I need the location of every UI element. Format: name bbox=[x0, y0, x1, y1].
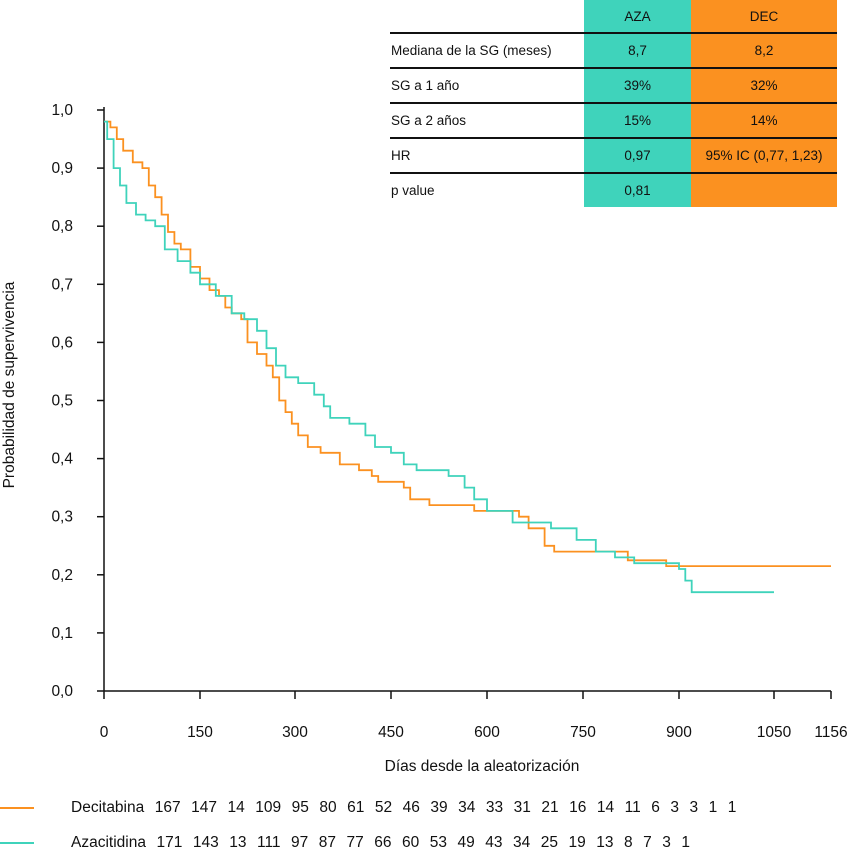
dec-cell: 14% bbox=[691, 103, 837, 139]
at-risk-count: 1 bbox=[681, 834, 691, 851]
table-row: SG a 1 año 39% 32% bbox=[390, 68, 837, 104]
y-axis-label: Probabilidad de supervivencia bbox=[1, 281, 18, 488]
at-risk-count: 95 bbox=[291, 799, 309, 816]
x-tick-label: 750 bbox=[570, 724, 596, 741]
aza-cell: 39% bbox=[584, 68, 691, 104]
y-tick-label: 0,8 bbox=[51, 218, 73, 235]
at-risk-count: 13 bbox=[596, 834, 614, 851]
survival-curve-decitabina bbox=[104, 120, 831, 567]
row-label: Mediana de la SG (meses) bbox=[390, 33, 584, 69]
y-tick-label: 0,6 bbox=[51, 334, 73, 351]
row-label: p value bbox=[391, 183, 435, 198]
at-risk-count: 61 bbox=[347, 799, 365, 816]
at-risk-count: 14 bbox=[227, 799, 245, 816]
at-risk-count: 49 bbox=[457, 834, 475, 851]
at-risk-count: 1 bbox=[727, 799, 737, 816]
at-risk-count: 13 bbox=[229, 834, 247, 851]
dec-cell: 32% bbox=[691, 68, 837, 104]
y-tick-label: 0,1 bbox=[51, 625, 73, 642]
at-risk-count: 77 bbox=[346, 834, 364, 851]
dec-cell: 8,2 bbox=[691, 33, 837, 69]
row-label: SG a 2 años bbox=[390, 103, 584, 139]
x-tick-label: 300 bbox=[282, 724, 308, 741]
at-risk-count: 147 bbox=[191, 799, 217, 816]
dec-cell: DEC bbox=[691, 0, 837, 34]
y-tick-label: 0,3 bbox=[51, 509, 73, 526]
row-label: HR bbox=[390, 138, 584, 174]
at-risk-count: 66 bbox=[374, 834, 392, 851]
row-label: SG a 1 año bbox=[390, 68, 584, 104]
at-risk-count: 87 bbox=[318, 834, 337, 851]
y-tick-label: 0,4 bbox=[51, 451, 73, 468]
x-tick-label: 1050 bbox=[757, 724, 792, 741]
at-risk-count: 60 bbox=[402, 834, 420, 851]
at-risk-count: 80 bbox=[319, 799, 337, 816]
x-tick-label: 600 bbox=[474, 724, 500, 741]
risk-row-decitabina: Decitabina 167 147 14 109 95 80 61 52 46 39 34 33 31 2… bbox=[0, 799, 747, 817]
aza-cell: 15% bbox=[584, 103, 691, 139]
at-risk-count: 6 bbox=[651, 799, 660, 816]
at-risk-count: 11 bbox=[624, 799, 641, 816]
x-tick-label: 150 bbox=[187, 724, 213, 741]
dec-cell bbox=[691, 173, 837, 207]
aza-cell: 0,97 bbox=[584, 138, 691, 174]
at-risk-count: 143 bbox=[192, 834, 219, 851]
at-risk-count: 34 bbox=[458, 799, 476, 816]
row-label bbox=[390, 0, 584, 34]
aza-cell: AZA bbox=[584, 0, 691, 34]
y-tick-label: 0,7 bbox=[51, 276, 73, 293]
at-risk-count: 39 bbox=[430, 799, 448, 816]
y-tick-label: 0,5 bbox=[51, 393, 73, 410]
y-tick-label: 0,2 bbox=[51, 567, 73, 584]
at-risk-count: 25 bbox=[540, 834, 559, 851]
at-risk-count: 167 bbox=[154, 799, 181, 816]
survival-curve-azacitidina bbox=[104, 120, 774, 594]
x-tick-label: 450 bbox=[378, 724, 404, 741]
at-risk-count: 31 bbox=[513, 799, 531, 816]
at-risk-count: 21 bbox=[541, 799, 559, 816]
at-risk-count: 3 bbox=[670, 799, 679, 816]
dec-cell: 95% IC (0,77, 1,23) bbox=[691, 138, 837, 174]
x-tick-label: 1156 bbox=[814, 724, 847, 741]
aza-cell: 0,81 bbox=[584, 173, 691, 207]
at-risk-count: 8 bbox=[624, 834, 633, 851]
at-risk-count: 19 bbox=[568, 834, 586, 851]
y-tick-label: 0,9 bbox=[51, 160, 73, 177]
aza-cell: 8,7 bbox=[584, 33, 691, 69]
legend-line-azacitidina bbox=[0, 841, 34, 844]
legend-line-decitabina bbox=[0, 806, 34, 809]
x-tick-label: 0 bbox=[100, 724, 109, 741]
at-risk-count: 52 bbox=[374, 799, 393, 816]
at-risk-count: 3 bbox=[662, 834, 671, 851]
at-risk-count: 3 bbox=[689, 799, 699, 816]
table-row: HR 0,97 95% IC (0,77, 1,23) bbox=[390, 138, 837, 174]
at-risk-count: 33 bbox=[485, 799, 504, 816]
at-risk-count: 97 bbox=[291, 834, 309, 851]
legend-label: Azacitidina bbox=[71, 834, 146, 851]
table-row: p value 0,81 bbox=[390, 173, 837, 207]
at-risk-count: 171 bbox=[156, 834, 183, 851]
table-header-row: AZA DEC bbox=[390, 0, 837, 34]
at-risk-count: 1 bbox=[708, 799, 718, 816]
at-risk-count: 111 bbox=[256, 834, 281, 851]
table-row: SG a 2 años 15% 14% bbox=[390, 103, 837, 139]
at-risk-count: 53 bbox=[429, 834, 448, 851]
at-risk-count: 46 bbox=[402, 799, 420, 816]
risk-row-azacitidina: Azacitidina 171 143 13 111 97 87 77 66 60 53 49 43 34… bbox=[0, 834, 701, 852]
y-tick-label: 1,0 bbox=[51, 102, 73, 119]
y-tick-label: 0,0 bbox=[51, 683, 73, 700]
at-risk-count: 16 bbox=[569, 799, 587, 816]
at-risk-count: 43 bbox=[485, 834, 503, 851]
legend-label: Decitabina bbox=[71, 799, 145, 816]
x-tick-label: 900 bbox=[666, 724, 692, 741]
at-risk-count: 34 bbox=[513, 834, 531, 851]
at-risk-count: 14 bbox=[596, 799, 615, 816]
at-risk-count: 109 bbox=[255, 799, 282, 816]
x-axis-label: Días desde la aleatorización bbox=[385, 758, 580, 775]
summary-table: AZA DEC Mediana de la SG (meses) 8,7 8,2 SG a… bbox=[390, 0, 837, 207]
at-risk-count: 7 bbox=[643, 834, 652, 851]
table-row: Mediana de la SG (meses) 8,7 8,2 bbox=[390, 33, 837, 69]
